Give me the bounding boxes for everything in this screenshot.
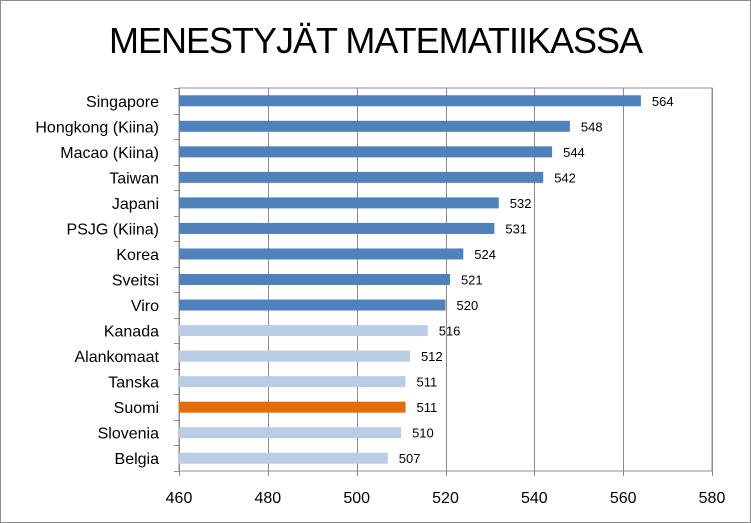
x-tick-label: 460 <box>166 490 193 507</box>
data-label: 521 <box>461 273 483 288</box>
bar <box>179 146 553 158</box>
bar <box>179 222 495 234</box>
category-label: Taiwan <box>109 170 159 187</box>
category-label: Kanada <box>104 324 159 341</box>
x-tick-label: 520 <box>432 490 459 507</box>
data-label: 531 <box>505 221 527 236</box>
category-label: Slovenia <box>98 426 159 443</box>
bar <box>179 299 446 311</box>
x-tick-label: 540 <box>521 490 548 507</box>
bar <box>179 350 410 362</box>
data-label: 548 <box>581 119 603 134</box>
category-label: Viro <box>131 298 159 315</box>
category-label: Hongkong (Kiina) <box>35 119 159 136</box>
data-label: 511 <box>417 375 438 390</box>
category-label: Macao (Kiina) <box>60 145 159 162</box>
x-tick-label: 480 <box>254 490 281 507</box>
bar <box>179 274 450 285</box>
data-label: 532 <box>510 196 532 211</box>
bar <box>179 120 570 132</box>
category-label: Belgia <box>115 451 160 468</box>
bars <box>179 95 641 464</box>
data-label: 564 <box>652 94 674 109</box>
chart-title: MENESTYJÄT MATEMATIIKASSA <box>108 20 643 61</box>
data-label: 516 <box>439 324 461 339</box>
bar <box>179 171 544 183</box>
bar <box>179 401 406 413</box>
category-label: Tanska <box>108 375 159 392</box>
data-label: 511 <box>417 400 438 415</box>
x-tick-labels: 460 480 500 520 540 560 580 <box>166 490 726 507</box>
data-label: 512 <box>421 349 443 364</box>
x-tick-label: 500 <box>343 490 370 507</box>
bar <box>179 197 499 209</box>
data-label: 510 <box>412 426 434 441</box>
bar <box>179 376 406 388</box>
data-label: 520 <box>457 298 479 313</box>
category-label: PSJG (Kiina) <box>67 221 159 238</box>
category-labels: Singapore Hongkong (Kiina) Macao (Kiina) Ta… <box>35 94 159 468</box>
data-label: 542 <box>554 170 576 185</box>
data-label: 544 <box>563 145 585 160</box>
x-tick-label: 580 <box>699 490 726 507</box>
category-label: Singapore <box>86 94 159 111</box>
bar <box>179 95 641 107</box>
category-label: Sveitsi <box>112 273 159 290</box>
data-label: 507 <box>399 451 421 466</box>
category-label: Suomi <box>114 400 159 417</box>
x-tick-label: 560 <box>610 490 637 507</box>
bar <box>179 325 428 337</box>
category-label: Alankomaat <box>75 349 160 366</box>
category-label: Korea <box>116 247 159 264</box>
bar <box>179 427 402 439</box>
data-label: 524 <box>474 247 496 262</box>
category-label: Japani <box>112 196 159 213</box>
value-labels: 564 548 544 542 532 531 524 521 520 516 512 511 511 5… <box>399 94 674 466</box>
bar <box>179 452 388 464</box>
bar <box>179 248 464 260</box>
